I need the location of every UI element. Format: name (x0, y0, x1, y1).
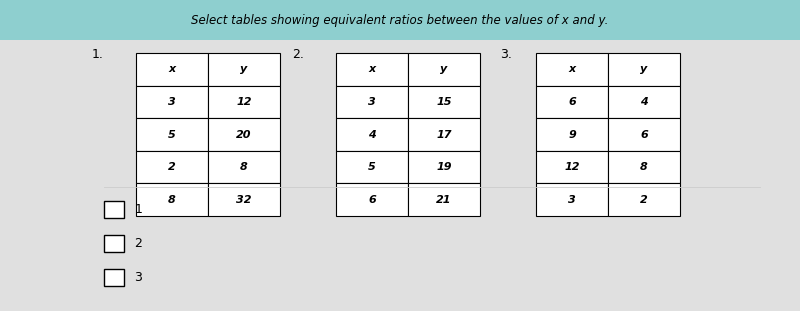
Text: x: x (169, 64, 175, 74)
Text: x: x (569, 64, 575, 74)
Text: 4: 4 (368, 129, 376, 140)
Text: 12: 12 (564, 162, 580, 172)
Bar (408, 118, 480, 151)
Text: 21: 21 (436, 195, 452, 205)
Text: 20: 20 (236, 129, 252, 140)
Text: 5: 5 (168, 129, 176, 140)
Bar (408, 151, 480, 183)
Bar (208, 118, 280, 151)
Text: 3.: 3. (500, 48, 512, 61)
Bar (104, 235, 124, 252)
Text: 3: 3 (368, 97, 376, 107)
Bar (408, 183, 480, 216)
Bar (608, 53, 680, 86)
Bar (208, 183, 280, 216)
Text: y: y (240, 64, 248, 74)
Bar (136, 151, 208, 183)
Text: 32: 32 (236, 195, 252, 205)
Bar (536, 53, 608, 86)
Text: 12: 12 (236, 97, 252, 107)
Text: 15: 15 (436, 97, 452, 107)
Bar (608, 118, 680, 151)
Bar (136, 86, 208, 118)
Text: Select tables showing equivalent ratios between the values of x and y.: Select tables showing equivalent ratios … (191, 14, 609, 27)
Text: 8: 8 (240, 162, 248, 172)
Text: 2: 2 (168, 162, 176, 172)
Text: x: x (369, 64, 375, 74)
Text: 6: 6 (368, 195, 376, 205)
Text: y: y (440, 64, 448, 74)
Text: 6: 6 (640, 129, 648, 140)
Text: 8: 8 (168, 195, 176, 205)
Text: 1: 1 (134, 203, 142, 216)
Bar (208, 151, 280, 183)
Bar (336, 53, 408, 86)
Bar (336, 86, 408, 118)
Text: 6: 6 (568, 97, 576, 107)
Bar (136, 53, 208, 86)
Bar (136, 118, 208, 151)
Bar (104, 201, 124, 218)
Bar (536, 183, 608, 216)
Text: 8: 8 (640, 162, 648, 172)
Bar (536, 86, 608, 118)
Bar (136, 183, 208, 216)
Text: 17: 17 (436, 129, 452, 140)
Text: 3: 3 (168, 97, 176, 107)
Text: 2: 2 (640, 195, 648, 205)
Bar (608, 151, 680, 183)
Bar (608, 183, 680, 216)
Text: 2: 2 (134, 237, 142, 250)
Bar (336, 118, 408, 151)
Text: 3: 3 (134, 271, 142, 284)
Bar (208, 86, 280, 118)
Bar (336, 183, 408, 216)
Text: 3: 3 (568, 195, 576, 205)
Bar (408, 53, 480, 86)
Text: 5: 5 (368, 162, 376, 172)
Bar (536, 151, 608, 183)
FancyBboxPatch shape (0, 0, 800, 40)
Bar (536, 118, 608, 151)
Bar (336, 151, 408, 183)
Bar (104, 269, 124, 286)
Text: 1.: 1. (92, 48, 104, 61)
Bar (408, 86, 480, 118)
Text: 4: 4 (640, 97, 648, 107)
Bar (608, 86, 680, 118)
Text: 19: 19 (436, 162, 452, 172)
Text: 2.: 2. (292, 48, 304, 61)
Text: 9: 9 (568, 129, 576, 140)
Bar (208, 53, 280, 86)
Text: y: y (640, 64, 648, 74)
